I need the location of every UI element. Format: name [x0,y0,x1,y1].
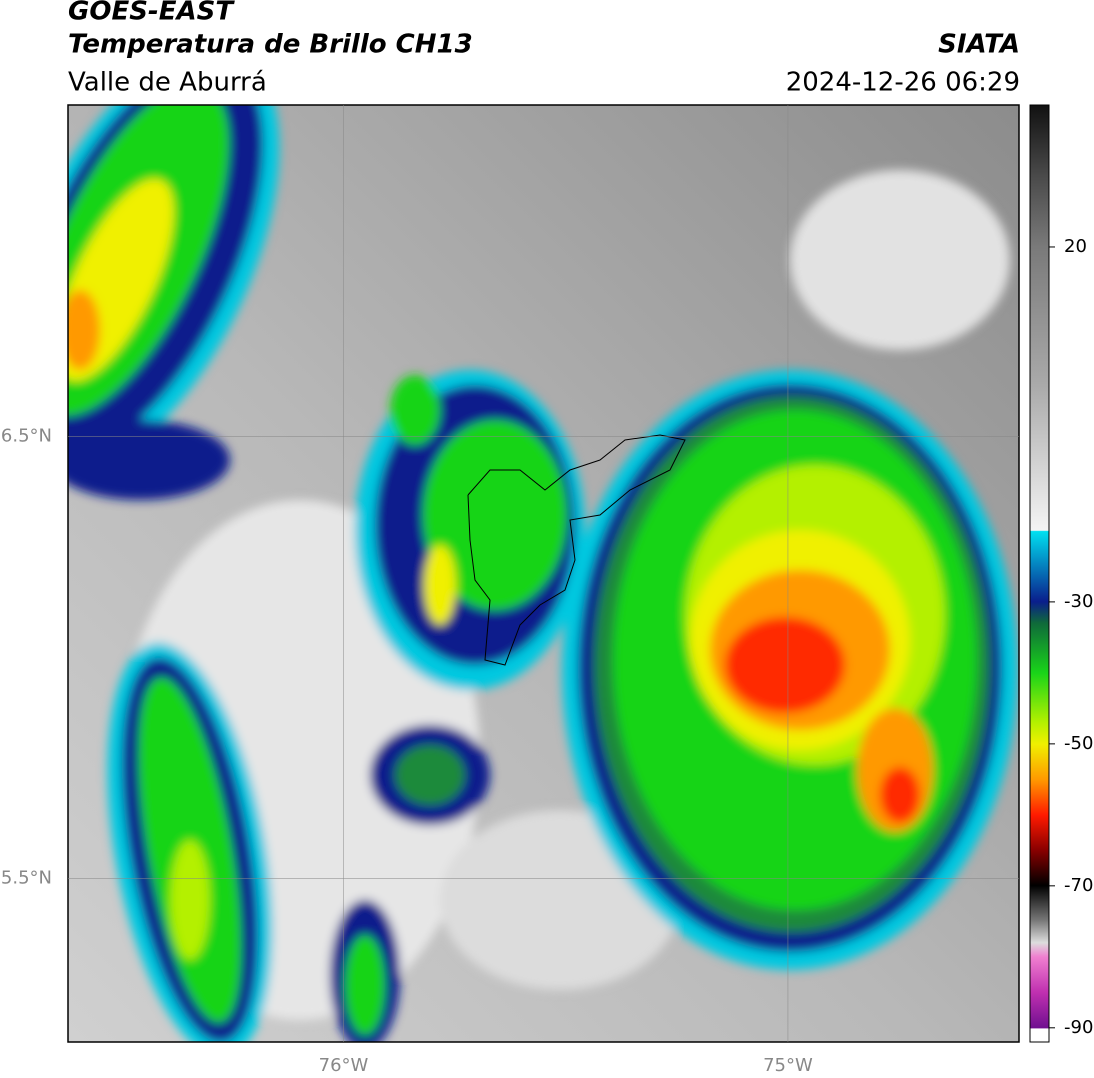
source: SIATA [938,30,1020,60]
satellite-image [68,105,1019,1042]
colorbar-tick-label: -70 [1064,875,1093,896]
datetime: 2024-12-26 06:29 [786,68,1020,98]
colorbar [1029,104,1050,1043]
region: Valle de Aburrá [68,68,267,98]
map-frame [67,104,1020,1043]
lon-label: 75°W [763,1055,813,1076]
colorbar-tick-label: -90 [1064,1017,1093,1038]
colorbar-tick-label: -30 [1064,591,1093,612]
colorbar-tick-label: 20 [1064,236,1087,257]
colorbar-tick-label: -50 [1064,733,1093,754]
subtitle: Temperatura de Brillo CH13 [68,30,473,60]
lat-label: 5.5°N [1,867,52,888]
title: GOES-EAST [68,0,235,27]
lat-label: 6.5°N [1,425,52,446]
lon-label: 76°W [319,1055,369,1076]
